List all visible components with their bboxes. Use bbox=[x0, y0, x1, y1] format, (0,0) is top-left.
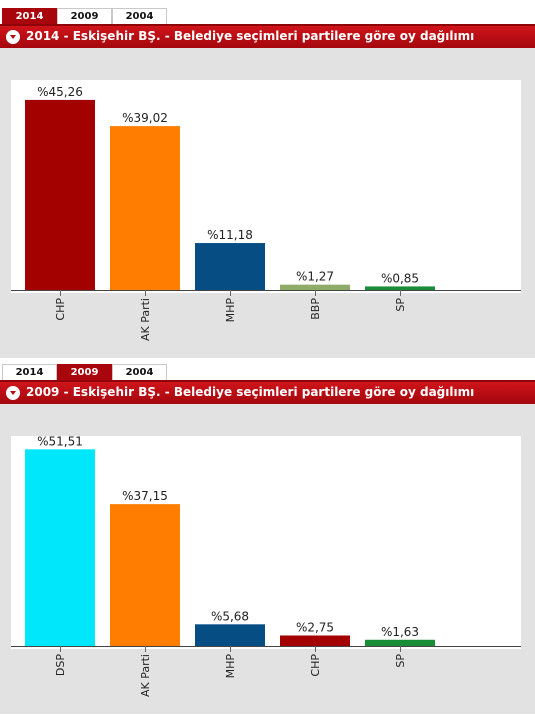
data-label: %1,63 bbox=[381, 625, 419, 639]
year-tabs: 2014 2009 2004 bbox=[0, 8, 535, 24]
chart-title: 2014 - Eskişehir BŞ. - Belediye seçimler… bbox=[26, 29, 475, 43]
bar-chart: %45,26 CHP %39,02 AK Parti %11,18 MHP %1,27 BBP… bbox=[11, 80, 521, 341]
bar-ak-parti bbox=[110, 504, 180, 646]
bar-bbp bbox=[280, 284, 350, 290]
tab-2004[interactable]: 2004 bbox=[112, 364, 167, 380]
data-label: %45,26 bbox=[37, 85, 83, 99]
collapse-arrow-icon[interactable] bbox=[6, 386, 20, 400]
tab-2014[interactable]: 2014 bbox=[2, 364, 57, 380]
x-tick-label: DSP bbox=[54, 654, 67, 676]
x-tick-label: CHP bbox=[54, 298, 67, 321]
x-tick-label: MHP bbox=[224, 298, 237, 323]
data-label: %39,02 bbox=[122, 111, 168, 125]
bar-chp bbox=[25, 99, 95, 290]
chart-header: 2014 - Eskişehir BŞ. - Belediye seçimler… bbox=[0, 24, 535, 48]
data-label: %1,27 bbox=[296, 270, 334, 284]
chart-panel-2009: 2014 2009 2004 2009 - Eskişehir BŞ. - Be… bbox=[0, 364, 535, 714]
x-tick-label: AK Parti bbox=[139, 298, 152, 341]
bar-ak-parti bbox=[110, 126, 180, 290]
bar-mhp bbox=[195, 624, 265, 646]
chart-title: 2009 - Eskişehir BŞ. - Belediye seçimler… bbox=[26, 385, 475, 399]
x-tick-label: SP bbox=[394, 654, 407, 668]
bar-sp bbox=[365, 639, 435, 646]
chart-area: %51,51 DSP %37,15 AK Parti %5,68 MHP %2,75 CHP%… bbox=[0, 404, 535, 714]
bar-chp bbox=[280, 635, 350, 646]
x-tick-label: CHP bbox=[309, 654, 322, 677]
chart-area: %45,26 CHP %39,02 AK Parti %11,18 MHP %1,27 BBP… bbox=[0, 48, 535, 358]
data-label: %51,51 bbox=[37, 434, 83, 448]
chart-panel-2014: 2014 2009 2004 2014 - Eskişehir BŞ. - Be… bbox=[0, 8, 535, 358]
chart-header: 2009 - Eskişehir BŞ. - Belediye seçimler… bbox=[0, 380, 535, 404]
bar-mhp bbox=[195, 243, 265, 290]
x-tick-label: MHP bbox=[224, 654, 237, 679]
bar-sp bbox=[365, 286, 435, 290]
plot-area bbox=[11, 436, 521, 649]
data-label: %5,68 bbox=[211, 609, 249, 623]
tab-2014[interactable]: 2014 bbox=[2, 8, 57, 24]
x-tick-label: SP bbox=[394, 298, 407, 312]
x-tick-label: BBP bbox=[309, 298, 322, 320]
collapse-arrow-icon[interactable] bbox=[6, 30, 20, 44]
tab-2004[interactable]: 2004 bbox=[112, 8, 167, 24]
data-label: %0,85 bbox=[381, 271, 419, 285]
tab-2009[interactable]: 2009 bbox=[57, 8, 112, 24]
year-tabs: 2014 2009 2004 bbox=[0, 364, 535, 380]
data-label: %11,18 bbox=[207, 228, 253, 242]
bar-dsp bbox=[25, 449, 95, 646]
data-label: %2,75 bbox=[296, 621, 334, 635]
data-label: %37,15 bbox=[122, 489, 168, 503]
bar-chart: %51,51 DSP %37,15 AK Parti %5,68 MHP %2,75 CHP%… bbox=[11, 434, 521, 697]
tab-2009[interactable]: 2009 bbox=[57, 364, 112, 380]
plot-area bbox=[11, 80, 521, 293]
x-tick-label: AK Parti bbox=[139, 654, 152, 697]
